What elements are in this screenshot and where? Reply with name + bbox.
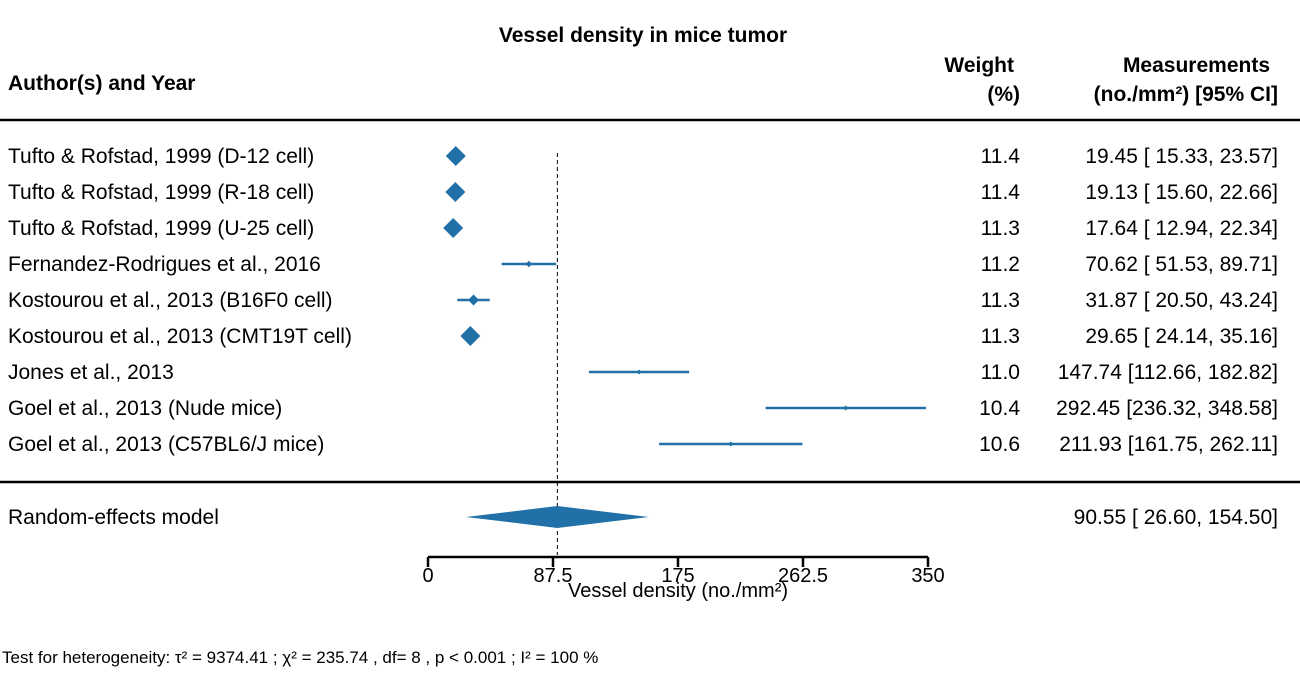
measure-column-header-line1: Measurements: [1123, 54, 1270, 77]
measurement-ci: 19.13 [ 15.60, 22.66]: [1085, 181, 1278, 204]
study-label: Goel et al., 2013 (C57BL6/J mice): [8, 433, 324, 456]
study-label: Goel et al., 2013 (Nude mice): [8, 397, 282, 420]
study-label: Tufto & Rofstad, 1999 (R-18 cell): [8, 181, 314, 204]
study-row: Kostourou et al., 2013 (B16F0 cell) 11.3 3…: [8, 289, 1278, 312]
point-estimate: [636, 369, 642, 375]
summary-ci: 90.55 [ 26.60, 154.50]: [1074, 506, 1278, 529]
study-label: Kostourou et al., 2013 (CMT19T cell): [8, 325, 352, 348]
study-label: Kostourou et al., 2013 (B16F0 cell): [8, 289, 333, 312]
weight-value: 10.4: [979, 397, 1020, 420]
measurement-ci: 29.65 [ 24.14, 35.16]: [1085, 325, 1278, 348]
study-column-header: Author(s) and Year: [8, 72, 195, 95]
summary-row: Random-effects model 90.55 [ 26.60, 154.5…: [8, 506, 1278, 529]
summary-diamond: [466, 506, 649, 528]
point-estimate: [843, 405, 849, 411]
weight-value: 10.6: [979, 433, 1020, 456]
x-axis: 0 87.5 175 262.5 350 Vessel density (no./mm²): [422, 555, 945, 602]
measurement-ci: 17.64 [ 12.94, 22.34]: [1085, 217, 1278, 240]
weight-value: 11.2: [981, 253, 1020, 276]
study-label: Tufto & Rofstad, 1999 (U-25 cell): [8, 217, 314, 240]
study-row: Goel et al., 2013 (C57BL6/J mice) 10.6 211…: [8, 433, 1278, 456]
study-row: Fernandez-Rodrigues et al., 2016 11.2 70.6…: [8, 253, 1278, 276]
measurement-ci: 70.62 [ 51.53, 89.71]: [1085, 253, 1278, 276]
measurement-ci: 211.93 [161.75, 262.11]: [1059, 433, 1278, 456]
measurement-ci: 31.87 [ 20.50, 43.24]: [1085, 289, 1278, 312]
weight-value: 11.3: [981, 289, 1020, 312]
study-rows: Tufto & Rofstad, 1999 (D-12 cell) 11.4 19.…: [8, 145, 1278, 555]
measurement-ci: 19.45 [ 15.33, 23.57]: [1085, 145, 1278, 168]
x-tick-label: 350: [911, 565, 944, 587]
point-estimate: [525, 260, 533, 268]
x-axis-label: Vessel density (no./mm²): [568, 580, 788, 602]
study-label: Fernandez-Rodrigues et al., 2016: [8, 253, 321, 276]
x-tick-label: 0: [422, 565, 433, 587]
weight-value: 11.0: [981, 361, 1020, 384]
measurement-ci: 292.45 [236.32, 348.58]: [1056, 397, 1278, 420]
study-label: Jones et al., 2013: [8, 361, 174, 384]
study-row: Tufto & Rofstad, 1999 (R-18 cell) 11.4 19.…: [8, 181, 1278, 204]
point-estimate: [445, 146, 466, 166]
point-estimate: [468, 294, 480, 306]
study-row: Jones et al., 2013 11.0 147.74 [112.66, 18…: [8, 361, 1278, 384]
x-tick-label: 262.5: [778, 565, 828, 587]
weight-value: 11.4: [981, 145, 1021, 168]
x-tick-label: 87.5: [534, 565, 573, 587]
measure-column-header-line2: (no./mm²) [95% CI]: [1094, 83, 1278, 106]
point-estimate: [445, 182, 466, 202]
point-estimate: [460, 326, 481, 346]
x-tick-label: 175: [661, 565, 694, 587]
summary-label: Random-effects model: [8, 506, 219, 529]
weight-column-header-line1: Weight: [944, 54, 1014, 77]
study-row: Goel et al., 2013 (Nude mice) 10.4 292.45 …: [8, 397, 1278, 420]
weight-column-header-line2: (%): [987, 83, 1020, 106]
study-row: Tufto & Rofstad, 1999 (U-25 cell) 11.3 17.…: [8, 217, 1278, 240]
study-row: Tufto & Rofstad, 1999 (D-12 cell) 11.4 19.…: [8, 145, 1278, 168]
chart-title: Vessel density in mice tumor: [499, 24, 787, 47]
heterogeneity-test: Test for heterogeneity: τ² = 9374.41 ; χ…: [2, 648, 598, 667]
weight-value: 11.4: [981, 181, 1021, 204]
study-row: Kostourou et al., 2013 (CMT19T cell) 11.3…: [8, 325, 1278, 348]
weight-value: 11.3: [981, 217, 1020, 240]
measurement-ci: 147.74 [112.66, 182.82]: [1058, 361, 1278, 384]
point-estimate: [728, 441, 734, 447]
weight-value: 11.3: [981, 325, 1020, 348]
study-label: Tufto & Rofstad, 1999 (D-12 cell): [8, 145, 314, 168]
point-estimate: [443, 218, 464, 238]
